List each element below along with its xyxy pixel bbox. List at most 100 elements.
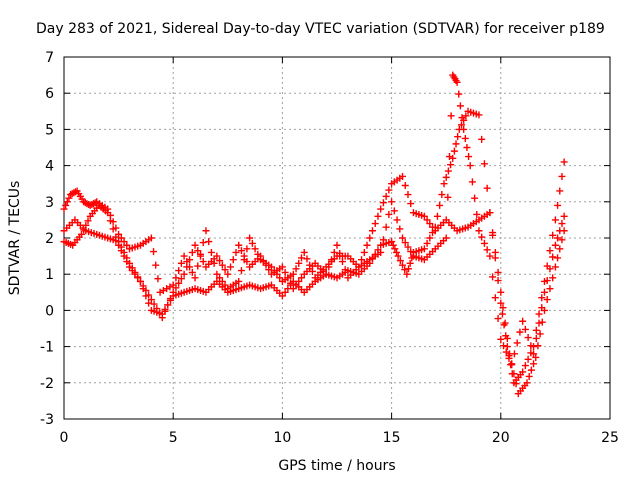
data-point [500,342,508,350]
data-point [199,239,207,247]
data-point [154,275,162,283]
chart-title: Day 283 of 2021, Sidereal Day-to-day VTE… [36,21,605,37]
y-tick-label: 1 [45,267,54,283]
data-point [486,252,494,260]
data-point [374,212,382,220]
data-point [442,234,450,242]
data-point [423,216,431,224]
data-point [501,319,509,327]
data-point [276,274,284,282]
data-point [330,248,338,256]
data-point [104,209,112,217]
data-point [338,258,346,266]
data-point [447,112,455,120]
data-point [77,230,85,238]
data-point [530,350,538,358]
data-point [534,342,542,350]
data-point [480,239,488,247]
data-point [377,248,385,256]
data-point [186,256,194,264]
data-point [489,229,497,237]
data-point [491,294,499,302]
y-tick-label: 4 [45,159,54,175]
data-point [360,248,368,256]
data-point [554,201,562,209]
data-point [426,234,434,242]
data-point [404,191,412,199]
data-point [521,325,529,333]
data-point [433,212,441,220]
data-point [164,301,172,309]
data-point [497,335,505,343]
data-point [556,227,564,235]
data-point [480,160,488,168]
data-point [278,292,286,300]
data-point [341,266,349,274]
data-point [289,285,297,293]
data-point [265,266,273,274]
data-point [405,265,413,273]
x-tick-label: 20 [492,430,510,446]
data-point [295,277,303,285]
data-point [546,285,554,293]
data-point [538,318,546,326]
data-point [366,234,374,242]
data-point [532,334,540,342]
data-point [191,241,199,249]
data-point [109,225,117,233]
data-point [445,153,453,161]
data-point [388,238,396,246]
data-point [454,133,462,141]
data-point [491,248,499,256]
data-point [235,277,243,285]
y-tick-label: 2 [45,231,54,247]
data-point [549,274,557,282]
data-point [536,330,544,338]
data-point [532,353,540,361]
data-point [505,354,513,362]
x-tick-label: 0 [60,430,69,446]
data-point [145,291,153,299]
data-point [556,245,564,253]
data-point [205,238,213,246]
data-point [123,254,131,262]
data-point [510,370,518,378]
data-point [371,220,379,228]
data-point [325,263,333,271]
data-point [401,239,409,247]
grid-layer [64,57,610,419]
data-point [478,135,486,143]
data-point [440,180,448,188]
data-point [169,288,177,296]
data-point [161,307,169,315]
data-point [60,205,68,213]
data-point [139,282,147,290]
data-point [543,296,551,304]
data-point [560,158,568,166]
data-point [153,305,161,313]
data-point [147,296,155,304]
data-point [527,366,535,374]
data-point [508,361,516,369]
data-point [368,227,376,235]
data-point [229,256,237,264]
data-point [447,161,455,169]
data-point [558,236,566,244]
data-point [450,147,458,155]
x-axis-label: GPS time / hours [278,458,395,474]
data-point [538,294,546,302]
data-point [136,277,144,285]
data-point [403,270,411,278]
data-point [84,217,92,225]
data-point [452,140,460,148]
data-point [363,241,371,249]
data-point [221,266,229,274]
data-point [235,241,243,249]
data-point [180,252,188,260]
data-point [298,274,306,282]
data-point [166,295,174,303]
data-point [134,273,142,281]
data-point [483,246,491,254]
data-point [524,334,532,342]
